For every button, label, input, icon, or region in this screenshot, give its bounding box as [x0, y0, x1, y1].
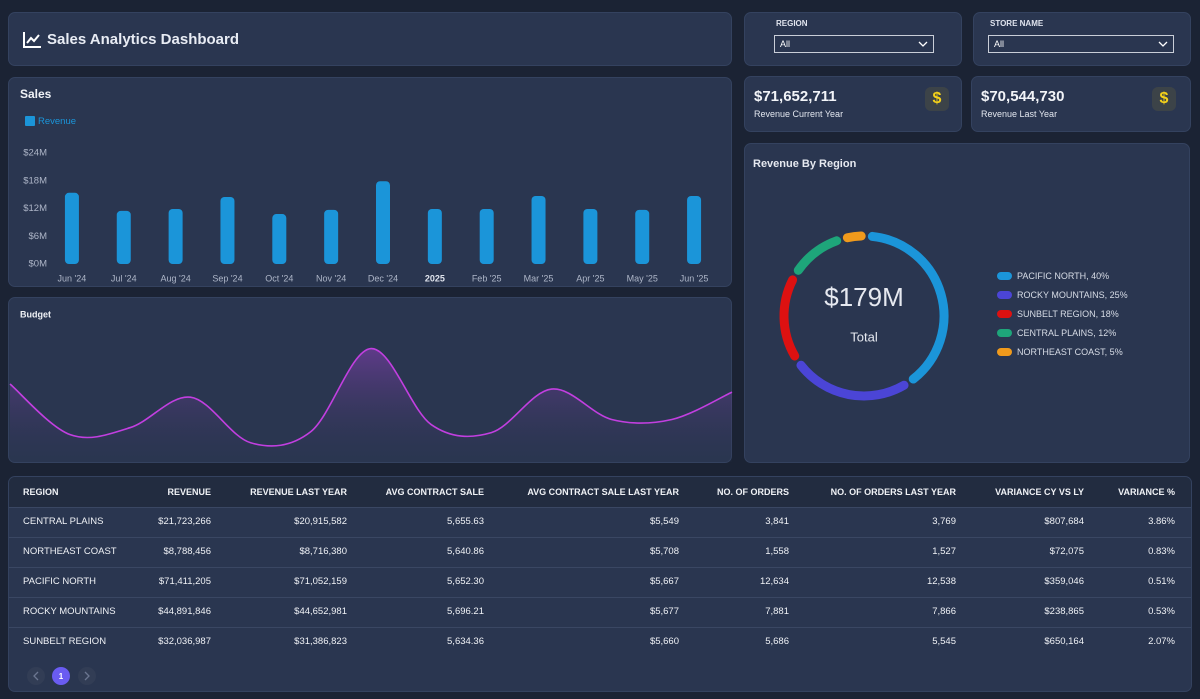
table-cell: 12,538: [927, 576, 956, 587]
header-panel: Sales Analytics Dashboard: [8, 12, 732, 66]
kpi-label: Revenue Last Year: [981, 109, 1057, 119]
table-cell: 5,696.21: [447, 606, 484, 617]
region-panel: [744, 143, 1190, 463]
row-divider: [9, 537, 1192, 538]
table-cell: $21,723,266: [158, 516, 211, 527]
table-cell: $650,164: [1044, 636, 1084, 647]
table-cell: $44,891,846: [158, 606, 211, 617]
region-filter: REGION All: [744, 12, 962, 66]
dashboard-title: Sales Analytics Dashboard: [47, 31, 239, 48]
kpi-label: Revenue Current Year: [754, 109, 843, 119]
table-cell: 5,634.36: [447, 636, 484, 647]
kpi-icon: $: [1152, 87, 1176, 111]
column-header: VARIANCE %: [1118, 487, 1175, 497]
kpi-card: $71,652,711 Revenue Current Year $: [744, 76, 962, 132]
table-cell: PACIFIC NORTH: [23, 576, 96, 587]
dropdown-arrow: [1158, 40, 1168, 48]
table-cell: 0.51%: [1148, 576, 1175, 587]
table-cell: 3,769: [932, 516, 956, 527]
table-cell: $8,716,380: [299, 546, 347, 557]
table-cell: NORTHEAST COAST: [23, 546, 117, 557]
row-divider: [9, 627, 1192, 628]
table-cell: $5,549: [650, 516, 679, 527]
table-cell: $5,708: [650, 546, 679, 557]
column-header: AVG CONTRACT SALE LAST YEAR: [527, 487, 679, 497]
kpi-value: $70,544,730: [981, 88, 1064, 105]
table-cell: 0.83%: [1148, 546, 1175, 557]
filter-select[interactable]: All: [774, 35, 934, 53]
table-cell: $8,788,456: [163, 546, 211, 557]
kpi-value: $71,652,711: [754, 88, 837, 105]
sales-panel: [8, 77, 732, 287]
table-cell: 12,634: [760, 576, 789, 587]
table-cell: $20,915,582: [294, 516, 347, 527]
column-header: REVENUE LAST YEAR: [250, 487, 347, 497]
table-cell: CENTRAL PLAINS: [23, 516, 103, 527]
pagination: 1: [27, 667, 117, 687]
table-cell: $31,386,823: [294, 636, 347, 647]
current-page: 1: [59, 672, 64, 681]
column-header: AVG CONTRACT SALE: [386, 487, 484, 497]
table-cell: 5,652.30: [447, 576, 484, 587]
table-cell: 5,655.63: [447, 516, 484, 527]
table-cell: 5,545: [932, 636, 956, 647]
table-cell: $71,411,205: [159, 576, 211, 587]
table-cell: 0.53%: [1148, 606, 1175, 617]
column-header: REVENUE: [167, 487, 211, 497]
row-divider: [9, 597, 1192, 598]
table-cell: $807,684: [1044, 516, 1084, 527]
table-cell: 3.86%: [1148, 516, 1175, 527]
table-cell: 1,527: [932, 546, 956, 557]
table-cell: $238,865: [1044, 606, 1084, 617]
row-divider: [9, 567, 1192, 568]
table-cell: $5,677: [650, 606, 679, 617]
prev-page[interactable]: [27, 667, 45, 685]
table-cell: $72,075: [1050, 546, 1084, 557]
dropdown-arrow: [918, 40, 928, 48]
column-header: NO. OF ORDERS LAST YEAR: [831, 487, 956, 497]
table-cell: 5,640.86: [447, 546, 484, 557]
next-page[interactable]: [78, 667, 96, 685]
column-header: REGION: [23, 487, 59, 497]
table-cell: $5,660: [650, 636, 679, 647]
table-cell: $5,667: [650, 576, 679, 587]
store-filter: STORE NAME All: [973, 12, 1191, 66]
table-cell: 2.07%: [1148, 636, 1175, 647]
budget-panel: [8, 297, 732, 463]
filter-label: STORE NAME: [990, 19, 1043, 28]
filter-select[interactable]: All: [988, 35, 1174, 53]
region-table: 1 REGION REVENUE REVENUE LAST YEAR AVG CONT…: [8, 476, 1192, 692]
table-cell: 3,841: [765, 516, 789, 527]
column-header: NO. OF ORDERS: [717, 487, 789, 497]
filter-label: REGION: [776, 19, 808, 28]
table-cell: 5,686: [765, 636, 789, 647]
table-cell: ROCKY MOUNTAINS: [23, 606, 116, 617]
filter-value: All: [994, 39, 1004, 49]
table-cell: 7,881: [765, 606, 789, 617]
table-cell: $359,046: [1044, 576, 1084, 587]
table-cell: SUNBELT REGION: [23, 636, 106, 647]
table-cell: 7,866: [932, 606, 956, 617]
table-cell: $32,036,987: [158, 636, 211, 647]
kpi-icon: $: [925, 87, 949, 111]
filter-value: All: [780, 39, 790, 49]
table-cell: $44,652,981: [294, 606, 347, 617]
row-divider: [9, 507, 1192, 508]
column-header: VARIANCE CY VS LY: [995, 487, 1084, 497]
kpi-card: $70,544,730 Revenue Last Year $: [971, 76, 1191, 132]
chart-icon: [22, 31, 42, 49]
table-cell: 1,558: [765, 546, 789, 557]
table-cell: $71,052,159: [294, 576, 347, 587]
